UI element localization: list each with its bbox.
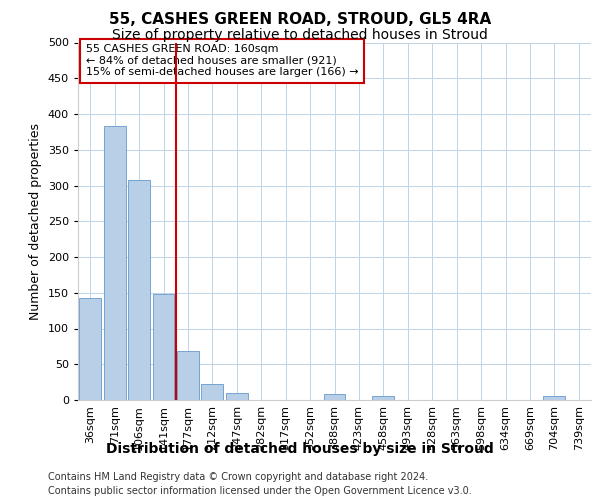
Text: 55 CASHES GREEN ROAD: 160sqm
← 84% of detached houses are smaller (921)
15% of s: 55 CASHES GREEN ROAD: 160sqm ← 84% of de… (86, 44, 358, 78)
Bar (177, 350, 199, 400)
Bar (104, 126, 125, 400)
Text: Size of property relative to detached houses in Stroud: Size of property relative to detached ho… (112, 28, 488, 42)
Bar (544, 396, 565, 400)
Bar (202, 384, 223, 400)
Bar (79, 298, 101, 400)
Text: 55, CASHES GREEN ROAD, STROUD, GL5 4RA: 55, CASHES GREEN ROAD, STROUD, GL5 4RA (109, 12, 491, 28)
Bar (152, 294, 175, 400)
Bar (226, 393, 248, 400)
Text: Distribution of detached houses by size in Stroud: Distribution of detached houses by size … (106, 442, 494, 456)
Bar (128, 180, 150, 400)
Y-axis label: Number of detached properties: Number of detached properties (29, 122, 42, 320)
Text: Contains public sector information licensed under the Open Government Licence v3: Contains public sector information licen… (48, 486, 472, 496)
Bar (323, 394, 346, 400)
Text: Contains HM Land Registry data © Crown copyright and database right 2024.: Contains HM Land Registry data © Crown c… (48, 472, 428, 482)
Bar (373, 396, 394, 400)
